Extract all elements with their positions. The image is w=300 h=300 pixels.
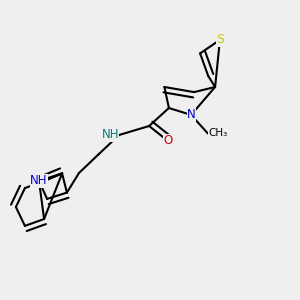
Text: S: S bbox=[216, 33, 224, 46]
Text: N: N bbox=[187, 108, 196, 122]
Text: O: O bbox=[164, 134, 172, 148]
Text: NH: NH bbox=[102, 128, 119, 142]
Text: NH: NH bbox=[30, 174, 48, 188]
Text: CH₃: CH₃ bbox=[208, 128, 227, 139]
